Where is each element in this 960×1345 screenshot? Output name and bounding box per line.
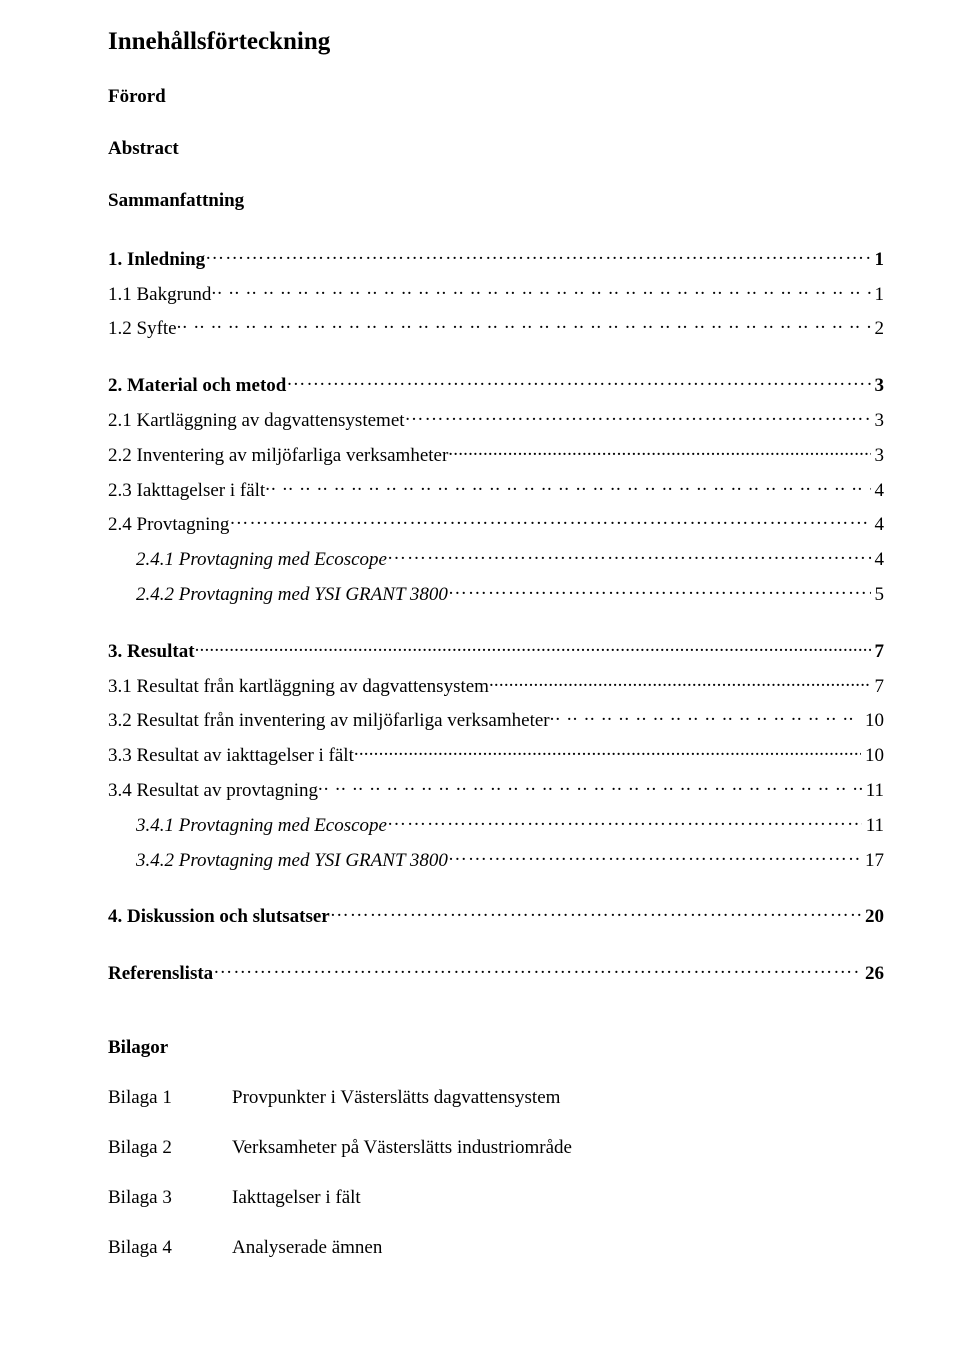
toc-leader	[354, 738, 861, 761]
toc-row: 3.2 Resultat från inventering av miljöfa…	[108, 704, 884, 733]
toc-label: 2.4.2 Provtagning med YSI GRANT 3800	[136, 584, 448, 606]
toc-page: 4	[871, 514, 885, 536]
toc-leader	[195, 634, 871, 657]
bilagor-row: Bilaga 3Iakttagelser i fält	[108, 1187, 884, 1209]
toc-page: 5	[871, 584, 885, 606]
toc-page: 10	[861, 710, 884, 732]
toc-row: 2.2 Inventering av miljöfarliga verksamh…	[108, 438, 884, 467]
toc-page: 3	[871, 375, 885, 397]
bilagor-label: Bilaga 2	[108, 1137, 232, 1159]
toc-leader	[286, 368, 870, 391]
toc-leader	[448, 843, 861, 866]
toc-row: 1.2 Syfte 2	[108, 312, 884, 341]
toc-page: 1	[871, 249, 885, 271]
bilagor-desc: Analyserade ämnen	[232, 1237, 884, 1259]
toc-row: 2.4.1 Provtagning med Ecoscope 4	[108, 542, 884, 571]
toc-label: 2.4 Provtagning	[108, 514, 229, 536]
preface-sammanfattning: Sammanfattning	[108, 190, 884, 212]
toc-label: 2.2 Inventering av miljöfarliga verksamh…	[108, 445, 448, 467]
toc-leader	[318, 773, 862, 796]
toc-page: 11	[862, 780, 884, 802]
table-of-contents: 1. Inledning 1 1.1 Bakgrund 1 1.2 Syfte 2 2. M…	[108, 242, 884, 985]
toc-row: 3.4.2 Provtagning med YSI GRANT 3800 17	[108, 843, 884, 872]
toc-page: 3	[871, 410, 885, 432]
bilagor-list: Bilaga 1Provpunkter i Västerslätts dagva…	[108, 1087, 884, 1259]
toc-leader	[489, 669, 871, 692]
toc-label: 1.1 Bakgrund	[108, 284, 211, 306]
toc-page: 4	[871, 480, 885, 502]
toc-label: 2. Material och metod	[108, 375, 286, 397]
bilagor-label: Bilaga 3	[108, 1187, 232, 1209]
toc-label: 1. Inledning	[108, 249, 205, 271]
toc-label: 2.3 Iakttagelser i fält	[108, 480, 265, 502]
toc-row: 4. Diskussion och slutsatser 20	[108, 900, 884, 929]
toc-leader	[205, 242, 870, 265]
toc-page: 7	[871, 676, 885, 698]
toc-label: Referenslista	[108, 963, 213, 985]
toc-leader	[550, 704, 861, 727]
bilagor-desc: Verksamheter på Västerslätts industriomr…	[232, 1137, 884, 1159]
toc-label: 3.2 Resultat från inventering av miljöfa…	[108, 710, 550, 732]
toc-label: 3.3 Resultat av iakttagelser i fält	[108, 745, 354, 767]
toc-page: 4	[871, 549, 885, 571]
toc-row: 3.1 Resultat från kartläggning av dagvat…	[108, 669, 884, 698]
toc-label: 3.1 Resultat från kartläggning av dagvat…	[108, 676, 489, 698]
bilagor-label: Bilaga 1	[108, 1087, 232, 1109]
toc-leader	[387, 808, 862, 831]
toc-row: 3. Resultat 7	[108, 634, 884, 663]
toc-page: 2	[871, 318, 885, 340]
toc-row: Referenslista 26	[108, 956, 884, 985]
toc-row: 3.4.1 Provtagning med Ecoscope 11	[108, 808, 884, 837]
toc-leader	[330, 900, 861, 923]
toc-label: 3.4 Resultat av provtagning	[108, 780, 318, 802]
bilagor-heading: Bilagor	[108, 1037, 884, 1059]
toc-leader	[211, 277, 870, 300]
toc-row: 1.1 Bakgrund 1	[108, 277, 884, 306]
toc-leader	[213, 956, 861, 979]
toc-label: 2.4.1 Provtagning med Ecoscope	[136, 549, 387, 571]
toc-row: 3.3 Resultat av iakttagelser i fält 10	[108, 738, 884, 767]
toc-leader	[448, 438, 870, 461]
bilagor-row: Bilaga 4Analyserade ämnen	[108, 1237, 884, 1259]
toc-row: 2.3 Iakttagelser i fält 4	[108, 473, 884, 502]
toc-label: 2.1 Kartläggning av dagvattensystemet	[108, 410, 405, 432]
bilagor-label: Bilaga 4	[108, 1237, 232, 1259]
toc-row: 2. Material och metod 3	[108, 368, 884, 397]
toc-page: 26	[861, 963, 884, 985]
toc-leader	[177, 312, 871, 335]
bilagor-row: Bilaga 2Verksamheter på Västerslätts ind…	[108, 1137, 884, 1159]
toc-row: 3.4 Resultat av provtagning 11	[108, 773, 884, 802]
bilagor-row: Bilaga 1Provpunkter i Västerslätts dagva…	[108, 1087, 884, 1109]
preface-abstract: Abstract	[108, 138, 884, 160]
toc-label: 3.4.2 Provtagning med YSI GRANT 3800	[136, 850, 448, 872]
bilagor-desc: Iakttagelser i fält	[232, 1187, 884, 1209]
toc-page: 3	[871, 445, 885, 467]
toc-row: 2.4.2 Provtagning med YSI GRANT 3800 5	[108, 577, 884, 606]
toc-leader	[265, 473, 870, 496]
toc-leader	[229, 508, 870, 531]
toc-leader	[387, 542, 871, 565]
toc-label: 1.2 Syfte	[108, 318, 177, 340]
toc-row: 2.4 Provtagning 4	[108, 508, 884, 537]
toc-row: 1. Inledning 1	[108, 242, 884, 271]
toc-page: 1	[871, 284, 885, 306]
toc-page: 7	[871, 641, 885, 663]
bilagor-desc: Provpunkter i Västerslätts dagvattensyst…	[232, 1087, 884, 1109]
toc-page: 11	[862, 815, 884, 837]
toc-label: 3.4.1 Provtagning med Ecoscope	[136, 815, 387, 837]
toc-leader	[405, 403, 871, 426]
toc-page: 20	[861, 906, 884, 928]
toc-page: 10	[861, 745, 884, 767]
preface-forord: Förord	[108, 86, 884, 108]
toc-row: 2.1 Kartläggning av dagvattensystemet 3	[108, 403, 884, 432]
toc-leader	[448, 577, 871, 600]
doc-title: Innehållsförteckning	[108, 28, 884, 56]
toc-page: 17	[861, 850, 884, 872]
toc-label: 3. Resultat	[108, 641, 195, 663]
toc-label: 4. Diskussion och slutsatser	[108, 906, 330, 928]
